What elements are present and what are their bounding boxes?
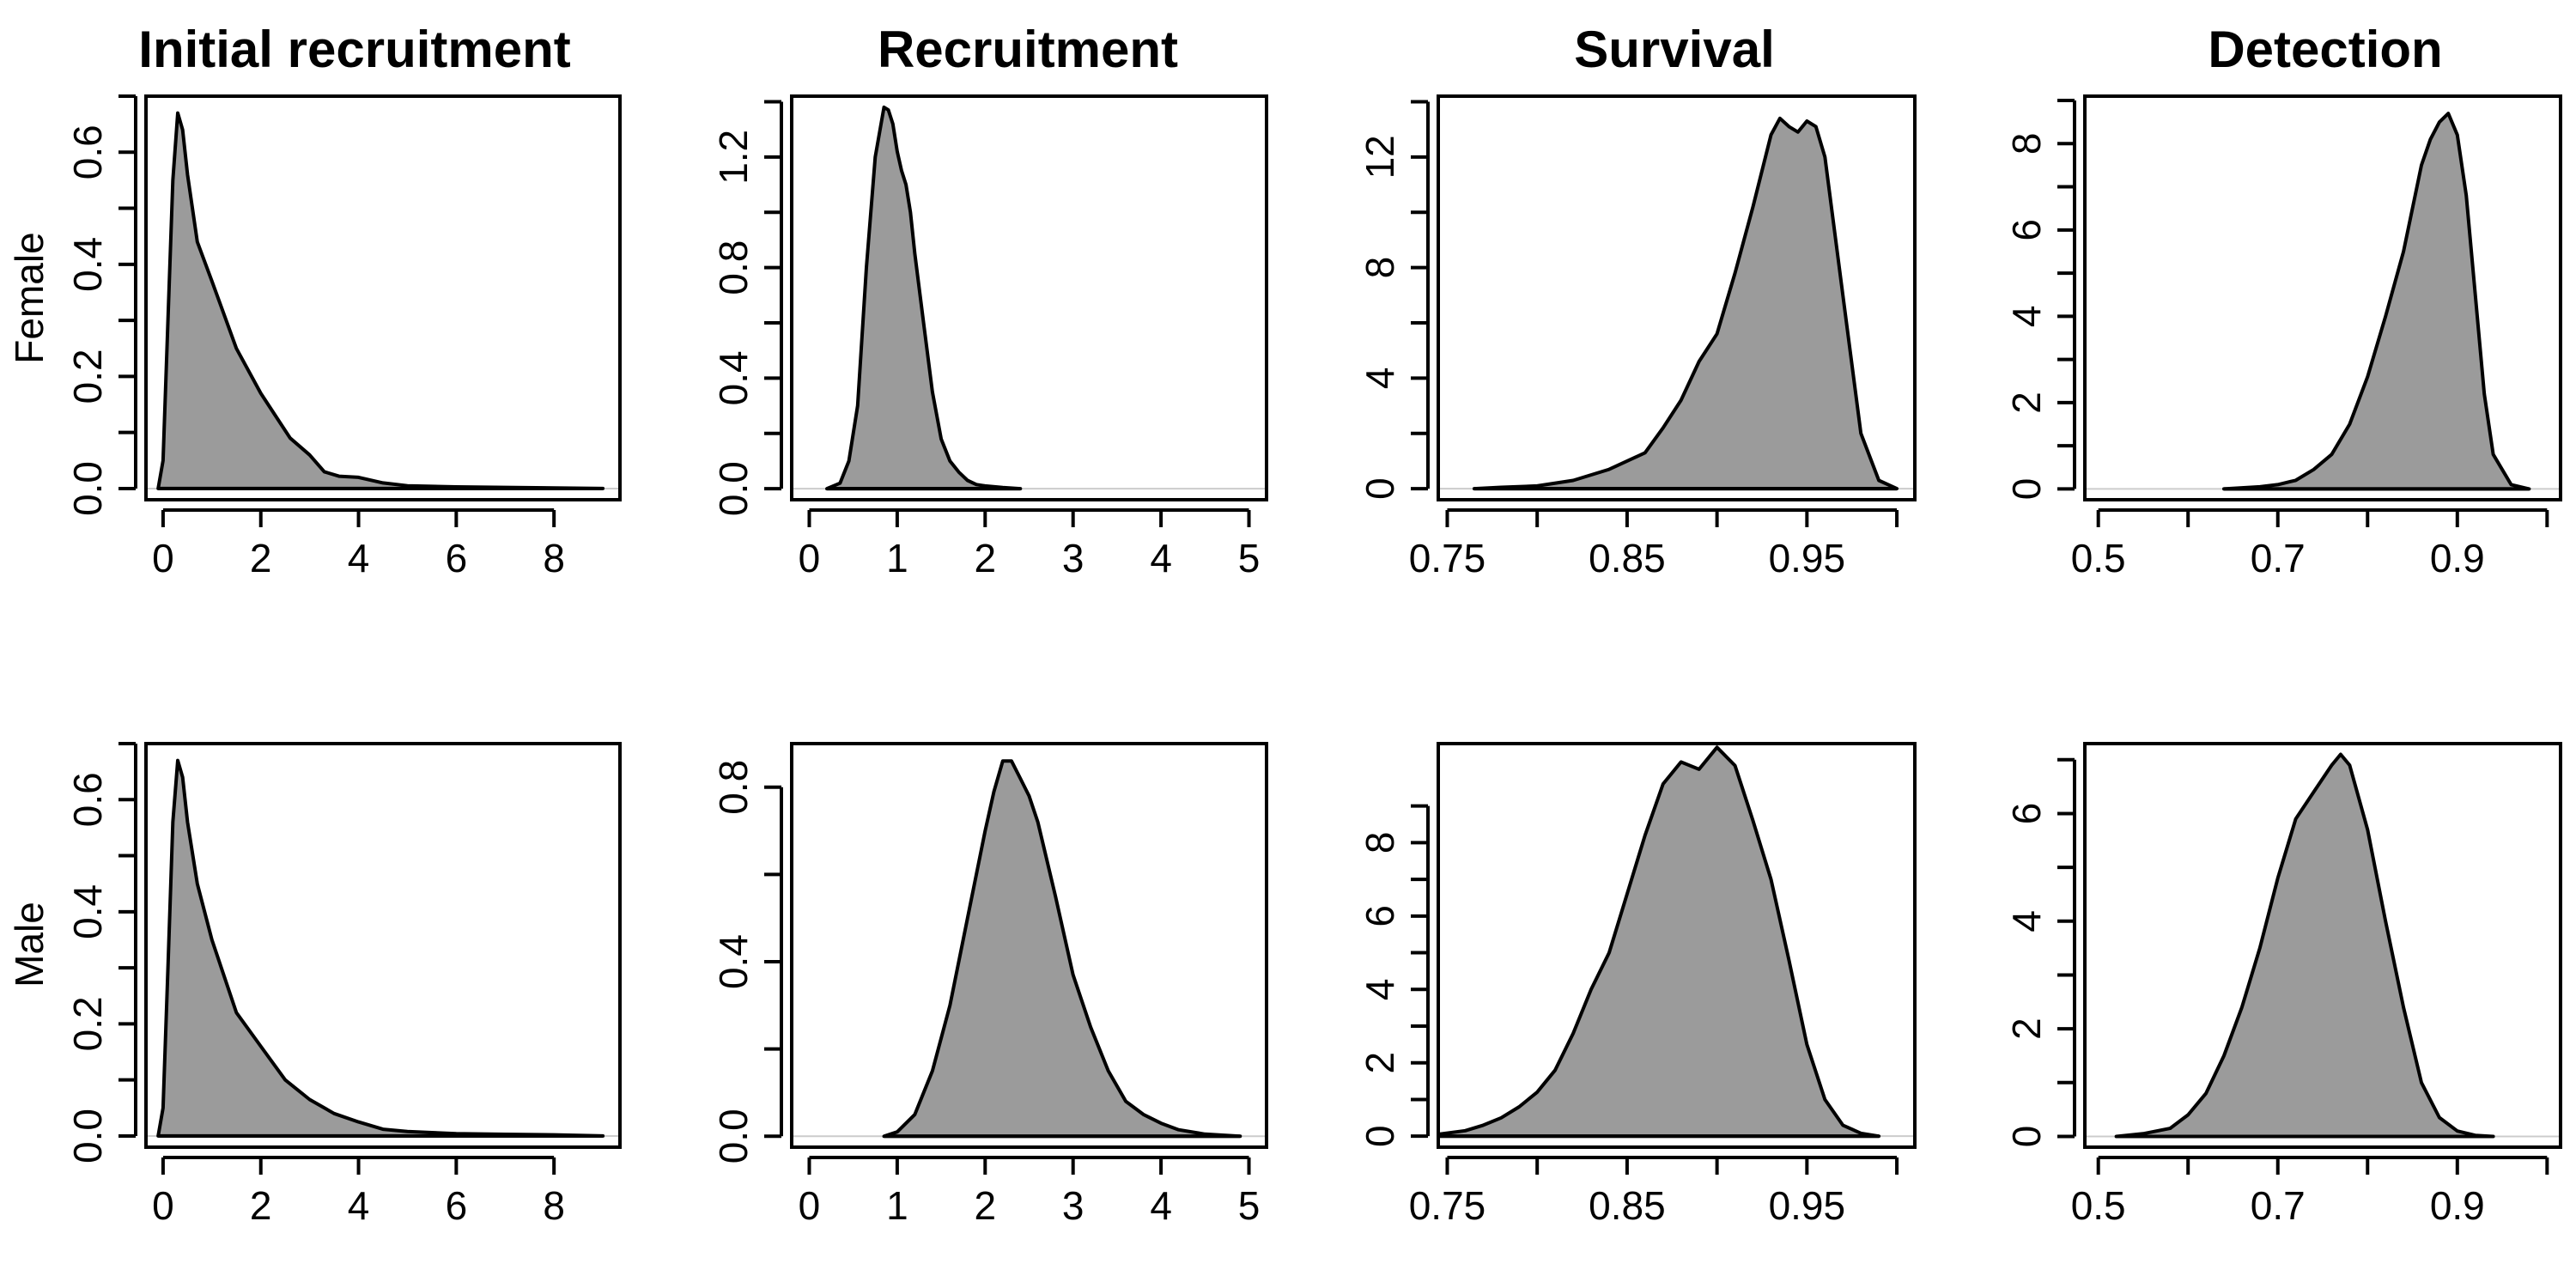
y-tick-label: 4: [2004, 910, 2049, 933]
density-panel: 0.75 0.85 0.95 0 4 8 12: [1358, 94, 1917, 580]
y-tick-label: 0.0: [65, 1109, 110, 1163]
y-tick-label: 0.4: [65, 237, 110, 292]
x-tick-label: 2: [974, 536, 996, 580]
x-tick-label: 4: [348, 536, 370, 580]
y-tick-label: 2: [1358, 1052, 1402, 1074]
y-tick-label: 6: [2004, 219, 2049, 241]
density-panel: 0.5 0.7 0.9 0 2 4 6: [2004, 742, 2562, 1228]
y-tick-label: 8: [1358, 257, 1402, 279]
density-curve: [156, 758, 605, 1138]
density-curve: [2222, 112, 2531, 491]
density-panel: 0 1 2 3 4 5 0.0 0.4 0.8 1.2: [711, 94, 1268, 580]
y-tick-label: 4: [1358, 978, 1402, 1000]
x-tick-label: 0: [152, 536, 174, 580]
y-tick-label: 1.2: [711, 130, 756, 185]
density-panel: 0.75 0.85 0.95 0 2 4 6 8: [1358, 742, 1917, 1228]
y-tick-label: 0.0: [711, 461, 756, 516]
y-tick-label: 0: [1358, 477, 1402, 500]
y-tick-label: 0.0: [65, 461, 110, 516]
y-tick-label: 2: [2004, 392, 2049, 414]
column-title: Survival: [1574, 21, 1774, 78]
x-tick-label: 0.95: [1769, 1183, 1846, 1228]
y-tick-label: 6: [1358, 905, 1402, 927]
plot-frame: [2083, 742, 2562, 1149]
x-tick-label: 6: [446, 536, 468, 580]
y-tick-label: 8: [1358, 832, 1402, 854]
density-curve: [156, 111, 605, 490]
density-curve: [825, 105, 1023, 491]
plot-frame: [144, 94, 622, 501]
column-title: Detection: [2208, 21, 2442, 78]
x-tick-label: 0.85: [1589, 1183, 1666, 1228]
x-tick-label: 0.9: [2430, 1183, 2485, 1228]
density-panel: 0.5 0.7 0.9 0 2 4 6 8: [2004, 94, 2562, 580]
plot-frame: [790, 94, 1268, 501]
y-tick-label: 12: [1358, 135, 1402, 179]
density-curve: [2114, 752, 2495, 1139]
y-tick-label: 0.4: [711, 350, 756, 405]
density-panel: 0 2 4 6 8 0.0 0.2 0.4 0.6: [65, 94, 622, 580]
y-tick-label: 0.6: [65, 125, 110, 179]
x-tick-label: 0.9: [2430, 536, 2485, 580]
y-tick-label: 0.2: [65, 996, 110, 1051]
y-tick-label: 0.6: [65, 772, 110, 827]
x-tick-label: 2: [974, 1183, 996, 1228]
y-tick-label: 8: [2004, 132, 2049, 155]
x-tick-label: 5: [1238, 536, 1261, 580]
plot-frame: [144, 742, 622, 1149]
plot-frame: [2083, 94, 2562, 501]
plot-frame: [790, 742, 1268, 1149]
y-tick-label: 4: [2004, 306, 2049, 328]
y-tick-label: 0.8: [711, 760, 756, 815]
column-title: Recruitment: [878, 21, 1178, 78]
y-tick-label: 0.8: [711, 240, 756, 295]
x-tick-label: 2: [250, 1183, 272, 1228]
y-tick-label: 0: [2004, 478, 2049, 501]
density-curve: [882, 759, 1242, 1139]
plot-frame: [1437, 742, 1917, 1149]
x-tick-label: 0.75: [1409, 536, 1486, 580]
x-tick-label: 4: [348, 1183, 370, 1228]
density-curve: [1472, 116, 1899, 491]
plot-frame: [1437, 94, 1917, 501]
x-tick-label: 0.85: [1589, 536, 1666, 580]
x-tick-label: 6: [446, 1183, 468, 1228]
y-tick-label: 4: [1358, 368, 1402, 390]
row-label: Male: [7, 902, 52, 987]
y-tick-label: 6: [2004, 803, 2049, 825]
x-tick-label: 0.5: [2071, 1183, 2126, 1228]
x-tick-label: 5: [1238, 1183, 1261, 1228]
density-curve: [1437, 745, 1881, 1139]
x-tick-label: 3: [1062, 536, 1084, 580]
y-tick-label: 0: [2004, 1126, 2049, 1148]
x-tick-label: 0.95: [1769, 536, 1846, 580]
x-tick-label: 1: [886, 1183, 908, 1228]
x-tick-label: 0.5: [2071, 536, 2126, 580]
y-tick-label: 2: [2004, 1018, 2049, 1040]
x-tick-label: 0: [799, 536, 821, 580]
x-tick-label: 8: [543, 1183, 565, 1228]
x-tick-label: 4: [1150, 536, 1172, 580]
x-tick-label: 8: [543, 536, 565, 580]
y-tick-label: 0.0: [711, 1109, 756, 1163]
x-tick-label: 0.7: [2251, 1183, 2306, 1228]
x-tick-label: 1: [886, 536, 908, 580]
y-tick-label: 0: [1358, 1125, 1402, 1147]
density-panel: 0 2 4 6 8 0.0 0.2 0.4 0.6: [65, 742, 622, 1228]
column-title: Initial recruitment: [138, 21, 570, 78]
x-tick-label: 0: [799, 1183, 821, 1228]
x-tick-label: 0.7: [2251, 536, 2306, 580]
x-tick-label: 0: [152, 1183, 174, 1228]
y-tick-label: 0.4: [711, 934, 756, 989]
density-panel: 0 1 2 3 4 5 0.0 0.4 0.8: [711, 742, 1268, 1228]
x-tick-label: 4: [1150, 1183, 1172, 1228]
x-tick-label: 2: [250, 536, 272, 580]
x-tick-label: 0.75: [1409, 1183, 1486, 1228]
row-label: Female: [7, 232, 52, 363]
y-tick-label: 0.2: [65, 349, 110, 404]
x-tick-label: 3: [1062, 1183, 1084, 1228]
y-tick-label: 0.4: [65, 884, 110, 939]
